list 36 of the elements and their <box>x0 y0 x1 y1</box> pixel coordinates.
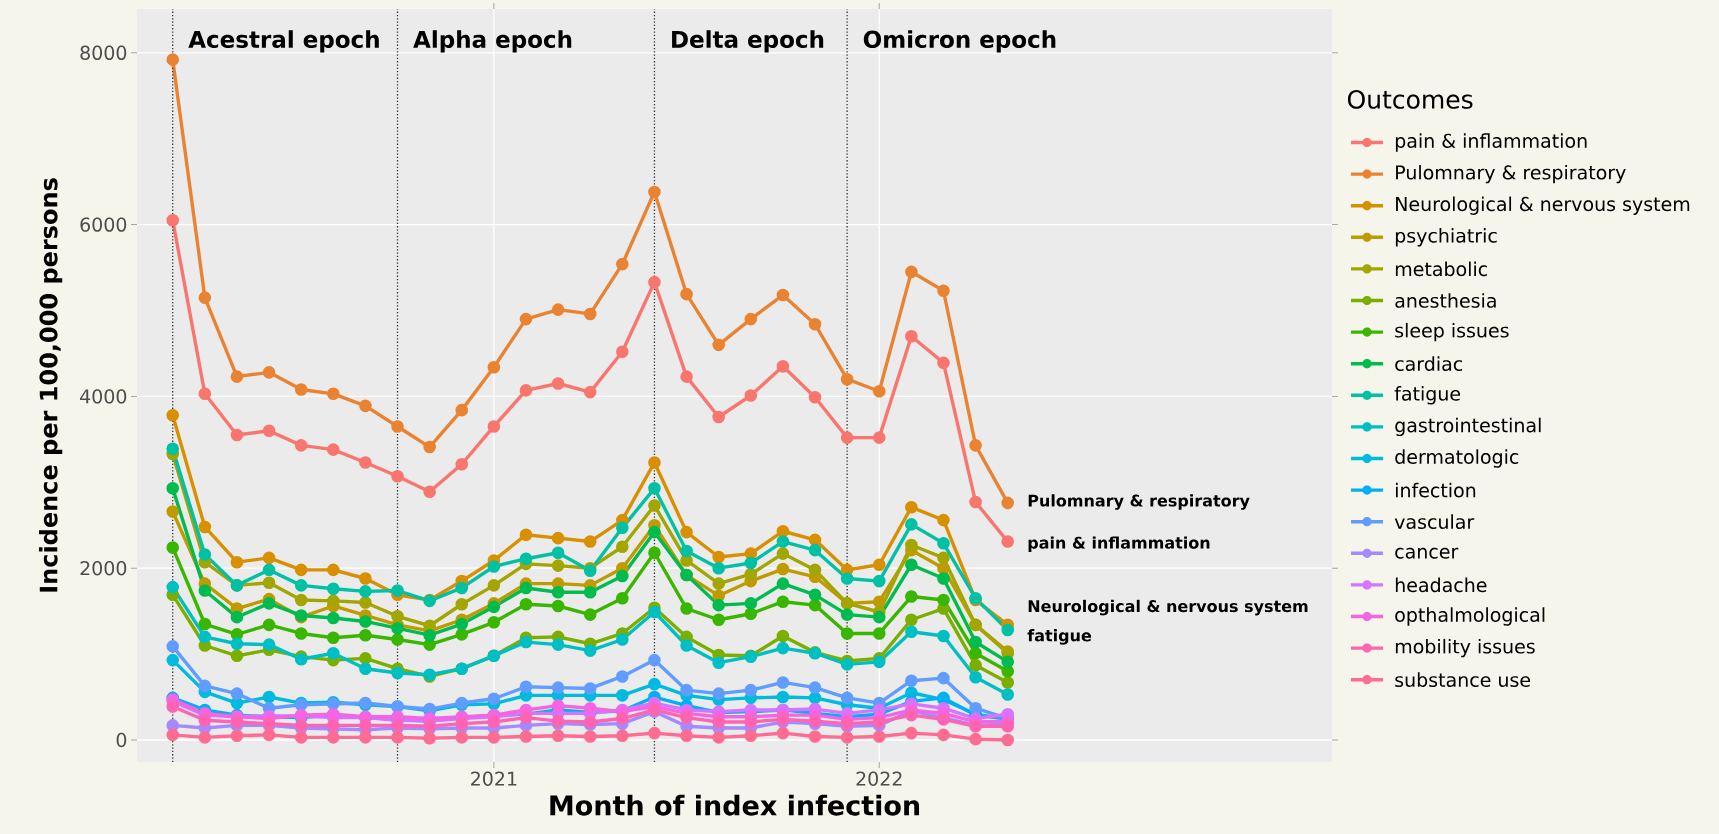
ref-line-label: Acestral epoch <box>188 30 379 53</box>
annotation: fatigue <box>1027 629 1092 645</box>
x-tick-label: 2021 <box>471 771 517 786</box>
legend-label: psychiatric <box>1395 228 1497 247</box>
legend-label: opthalmological <box>1395 607 1545 626</box>
legend-label: cancer <box>1395 547 1459 559</box>
legend-label: gastrointestinal <box>1395 417 1541 437</box>
y-axis-title: Incidence per 100,000 persons <box>39 178 63 592</box>
y-tick-label: 6000 <box>80 217 127 232</box>
legend-label: cardiac <box>1395 356 1463 372</box>
legend-label: substance use <box>1395 672 1531 688</box>
legend-label: sleep issues <box>1395 322 1509 342</box>
ref-line-label: Omicron epoch <box>863 30 1056 53</box>
legend-label: Pulomnary & respiratory <box>1396 164 1626 184</box>
legend-label: mobility issues <box>1395 638 1535 658</box>
x-tick-label: 2022 <box>856 771 902 786</box>
x-axis-title: Month of index infection <box>550 794 920 816</box>
annotation: Pulomnary & respiratory <box>1028 494 1250 510</box>
y-tick-label: 0 <box>116 732 127 748</box>
legend-label: dermatologic <box>1395 449 1519 468</box>
y-tick-label: 4000 <box>80 389 127 404</box>
legend-label: metabolic <box>1395 261 1488 277</box>
legend-label: vascular <box>1394 514 1475 530</box>
legend-label: infection <box>1396 482 1476 498</box>
y-tick-label: 8000 <box>80 45 127 60</box>
legend-title: Outcomes <box>1347 89 1473 109</box>
legend-label: headache <box>1395 577 1487 593</box>
y-tick-label: 2000 <box>80 561 127 576</box>
annotation: Neurological & nervous system <box>1028 599 1308 616</box>
legend-label: anesthesia <box>1395 293 1496 308</box>
ref-line-label: Delta epoch <box>672 30 824 53</box>
ref-line-label: Alpha epoch <box>413 30 572 53</box>
legend-label: pain & inflammation <box>1395 133 1587 152</box>
legend-label: fatigue <box>1394 386 1461 405</box>
legend-label: Neurological & nervous system <box>1396 196 1690 215</box>
annotation: pain & inflammation <box>1028 536 1210 552</box>
